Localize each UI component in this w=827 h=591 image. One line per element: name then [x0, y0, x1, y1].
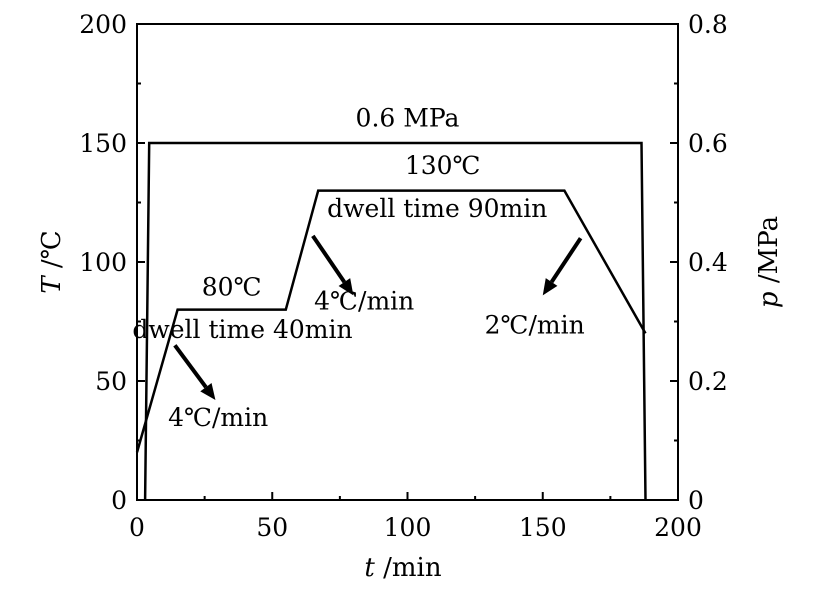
y-left-tick-label: 50 — [95, 367, 127, 396]
annotation-label: 4℃/min — [314, 287, 414, 316]
annotation-label: 4℃/min — [168, 403, 268, 432]
y-right-tick-label: 0.6 — [688, 129, 728, 158]
series-group — [135, 141, 647, 501]
annotation-group: 0.6 MPa 130℃ dwell time 90min 80℃ dwell time… — [132, 103, 584, 432]
temperature-series-line — [135, 189, 647, 453]
annotation-arrow — [311, 234, 354, 296]
y-left-tick-label: 200 — [79, 10, 127, 39]
y-left-tick-label: 100 — [79, 248, 127, 277]
annotation-arrow — [542, 237, 583, 296]
annotation-arrow — [173, 344, 216, 401]
x-tick-label: 200 — [654, 513, 702, 542]
y-right-tick-label: 0.8 — [688, 10, 728, 39]
y-left-tick-label: 150 — [79, 129, 127, 158]
y-right-tick-label: 0.2 — [688, 367, 728, 396]
y-right-tick-label: 0 — [688, 486, 704, 515]
x-tick-label: 100 — [384, 513, 432, 542]
annotation-label: 2℃/min — [485, 310, 585, 339]
axis-ticks — [136, 23, 679, 501]
annotation-label: dwell time 90min — [327, 194, 547, 223]
y-right-tick-label: 0.4 — [688, 248, 728, 277]
x-tick-label: 50 — [256, 513, 288, 542]
annotation-label: 0.6 MPa — [356, 103, 460, 132]
x-tick-label: 0 — [129, 513, 145, 542]
x-tick-label: 150 — [519, 513, 567, 542]
pressure-series-line — [143, 141, 647, 501]
annotation-label: dwell time 40min — [132, 315, 352, 344]
annotation-label: 80℃ — [202, 272, 262, 301]
y-axis-label-left: T /℃ — [37, 230, 67, 293]
y-axis-label-right: p /MPa — [754, 216, 784, 308]
y-left-tick-label: 0 — [111, 486, 127, 515]
arrow-group — [173, 234, 583, 401]
x-axis-label: t /min — [364, 553, 441, 583]
annotation-label: 130℃ — [405, 151, 481, 180]
